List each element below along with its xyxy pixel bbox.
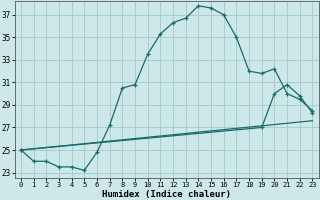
X-axis label: Humidex (Indice chaleur): Humidex (Indice chaleur) [102,190,231,199]
